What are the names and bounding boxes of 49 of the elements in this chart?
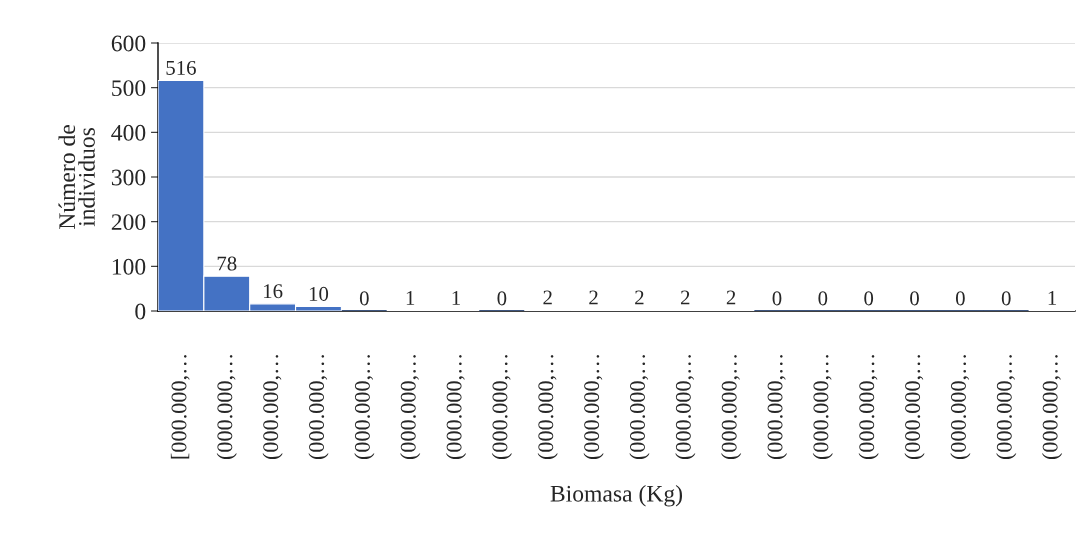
data-label: 0	[955, 291, 965, 306]
data-label: 0	[864, 291, 874, 306]
data-label: 2	[680, 290, 690, 305]
x-tick-label: (000.000,…	[445, 355, 467, 460]
x-tick-label: (000.000,…	[308, 355, 329, 460]
x-tick-label: (000.000,…	[537, 355, 558, 460]
x-tick-label: (000.000,…	[950, 355, 971, 460]
y-tick-label: 300	[111, 169, 146, 186]
data-label: 16	[264, 284, 283, 299]
x-tick-label: (000.000,…	[996, 355, 1017, 460]
data-label: 2	[543, 290, 552, 305]
x-tick-label: (000.000,…	[721, 355, 742, 460]
data-label: 0	[818, 291, 828, 306]
data-label: 2	[726, 290, 736, 305]
data-label: 2	[635, 290, 644, 305]
data-label: 78	[217, 256, 237, 271]
data-label: 1	[1048, 290, 1057, 305]
x-tick-label: (000.000,…	[400, 355, 421, 460]
y-tick-label: 400	[111, 124, 146, 141]
data-label: 0	[1001, 291, 1011, 306]
data-label: 10	[309, 286, 329, 301]
x-tick-label: (000.000,…	[491, 355, 512, 460]
data-label: 1	[452, 290, 460, 305]
y-tick-label: 100	[112, 258, 146, 275]
x-tick-label: (000.000,…	[629, 355, 650, 460]
y-axis-title: Número de individuos	[58, 125, 95, 230]
y-tick-label: 200	[111, 214, 146, 231]
x-tick-label: (000.000,…	[583, 355, 604, 460]
data-label: 2	[589, 290, 598, 305]
y-tick-label: 0	[135, 303, 146, 320]
x-axis-title: Biomasa (Kg)	[550, 485, 683, 507]
x-tick-label: (000.000,…	[812, 355, 833, 460]
x-tick-label: (000.000,…	[858, 355, 879, 460]
data-label: 0	[359, 291, 369, 306]
y-tick-label: 500	[112, 80, 146, 97]
data-label: 1	[406, 290, 415, 305]
x-tick-label: (000.000,…	[354, 355, 375, 460]
x-tick-label: (000.000,…	[904, 355, 925, 460]
x-tick-label: (000.000,…	[262, 355, 283, 460]
y-tick-label: 600	[111, 35, 146, 52]
x-tick-label: (000.000,…	[216, 355, 237, 460]
x-tick-label: (000.000,…	[675, 355, 696, 460]
x-tick-label: [000.000,…	[170, 355, 190, 459]
x-tick-label: (000.000,…	[766, 355, 788, 460]
data-label: 0	[772, 291, 782, 306]
x-tick-label: (000.000,…	[1042, 355, 1063, 460]
data-label: 0	[910, 291, 919, 306]
data-label: 516	[166, 60, 196, 75]
data-label: 0	[497, 291, 507, 306]
